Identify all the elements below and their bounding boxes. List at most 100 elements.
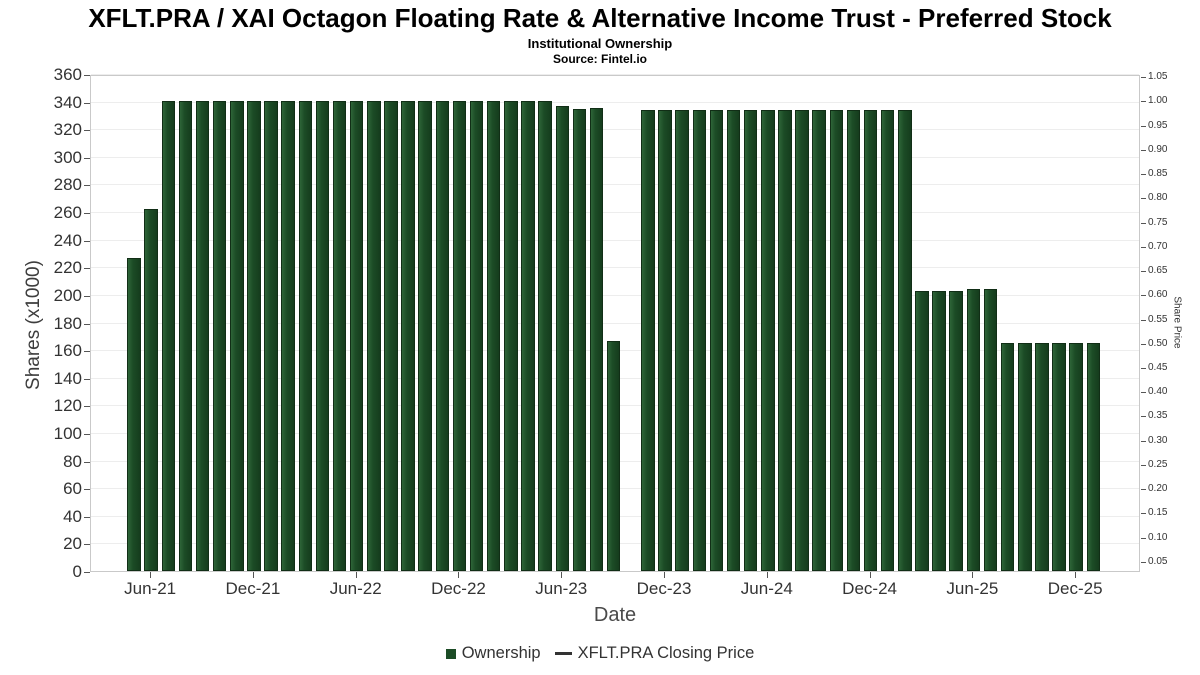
y-axis-tick-mark-left (84, 516, 90, 518)
gridline (91, 267, 1139, 269)
ownership-bar (658, 110, 672, 571)
x-axis-tick-mark (150, 572, 152, 578)
plot-area (90, 74, 1140, 572)
ownership-bar (880, 110, 895, 571)
y-axis-tick-label-right: 0.80 (1148, 192, 1168, 204)
ownership-bar (709, 110, 724, 571)
y-axis-tick-label-right: 0.95 (1148, 119, 1168, 131)
legend-item: XFLT.PRA Closing Price (554, 644, 754, 663)
y-axis-tick-label-right: 0.45 (1148, 361, 1168, 373)
gridline (91, 239, 1139, 241)
y-axis-tick-label-right: 0.70 (1148, 240, 1168, 252)
ownership-bar (281, 100, 295, 571)
y-axis-tick-mark-right (1141, 125, 1146, 127)
y-axis-tick-mark-right (1141, 343, 1146, 345)
y-axis-tick-label-right: 0.25 (1148, 458, 1168, 470)
ownership-bar (452, 100, 467, 571)
y-axis-tick-label-left: 280 (53, 175, 82, 195)
y-axis-tick-mark-right (1141, 101, 1146, 103)
x-axis-tick-label: Jun-23 (535, 579, 588, 598)
chart-legend: Ownership XFLT.PRA Closing Price (0, 644, 1200, 663)
ownership-bar (743, 110, 758, 571)
y-axis-tick-label-left: 0 (72, 562, 82, 581)
legend-line-icon (554, 652, 572, 655)
ownership-bar (469, 100, 484, 571)
ownership-bar (349, 100, 364, 571)
gridline (91, 101, 1139, 103)
y-axis-tick-label-right: 0.20 (1148, 483, 1168, 495)
y-axis-tick-label-right: 0.30 (1148, 434, 1168, 446)
y-axis-tick-mark-right (1141, 367, 1146, 369)
ownership-bar (401, 100, 415, 571)
gridline (91, 74, 1139, 75)
ownership-bar (1000, 342, 1015, 571)
y-axis-tick-mark-right (1141, 319, 1146, 321)
y-axis-tick-mark-right (1141, 561, 1146, 563)
ownership-bar (1086, 342, 1101, 571)
y-axis-tick-label-left: 140 (53, 368, 82, 388)
y-axis-tick-mark-right (1141, 489, 1146, 491)
y-axis-tick-label-left: 80 (63, 451, 82, 471)
ownership-bar (418, 100, 432, 571)
y-axis-tick-label-left: 20 (63, 534, 82, 554)
ownership-bar (1052, 342, 1066, 571)
y-axis-tick-mark-right (1141, 271, 1146, 273)
y-axis-tick-label-right: 0.40 (1148, 386, 1168, 398)
y-axis-tick-mark-left (84, 461, 90, 463)
y-axis-tick-mark-left (84, 572, 90, 573)
ownership-bar (298, 100, 313, 571)
y-axis-tick-mark-left (84, 268, 90, 270)
y-axis-tick-label-left: 260 (53, 203, 82, 223)
y-axis-tick-label-left: 40 (63, 506, 82, 526)
x-axis-label: Date (593, 604, 637, 626)
ownership-bar (846, 110, 861, 571)
y-axis-tick-label-right: 0.85 (1148, 168, 1168, 180)
ownership-bar (161, 100, 175, 571)
y-axis-tick-label-left: 360 (53, 65, 82, 84)
gridline (91, 294, 1139, 296)
y-axis-tick-mark-left (84, 157, 90, 159)
y-axis-tick-mark-left (84, 213, 90, 215)
ownership-bar (315, 100, 330, 571)
y-axis-tick-label-left: 220 (53, 258, 82, 278)
ownership-bar (538, 100, 552, 571)
y-axis-tick-mark-right (1141, 392, 1146, 394)
y-axis-tick-mark-right (1141, 416, 1146, 418)
y-axis-tick-mark-left (84, 130, 90, 132)
x-axis-tick-mark (766, 572, 768, 578)
ownership-bar (966, 289, 981, 571)
legend-square-icon (445, 648, 456, 659)
ownership-bar (795, 110, 809, 571)
x-axis-tick-mark (1075, 572, 1077, 578)
y-axis-tick-mark-right (1141, 174, 1146, 176)
ownership-bar (144, 209, 158, 571)
x-axis-tick-label: Dec-22 (431, 579, 486, 598)
ownership-bar (898, 110, 912, 571)
y-axis-tick-mark-right (1141, 440, 1146, 442)
ownership-bar (230, 100, 244, 571)
ownership-bar (504, 100, 518, 571)
ownership-bar (606, 341, 621, 571)
y-axis-tick-mark-left (84, 489, 90, 491)
ownership-bar (983, 289, 998, 571)
ownership-bar (264, 100, 278, 571)
ownership-bar (127, 257, 141, 571)
x-axis-tick-label: Jun-25 (946, 579, 999, 598)
y-axis-tick-label-right: 0.55 (1148, 313, 1168, 325)
ownership-bar (332, 100, 347, 571)
x-axis-tick-label: Jun-22 (329, 579, 382, 598)
ownership-bar (435, 100, 450, 571)
y-axis-tick-mark-right (1141, 464, 1146, 466)
y-axis-tick-label-right: 0.35 (1148, 410, 1168, 422)
ownership-bar (572, 109, 587, 571)
y-axis-tick-label-right: 0.60 (1148, 289, 1168, 301)
y-axis-tick-mark-left (84, 406, 90, 408)
y-axis-tick-label-right: 1.00 (1148, 95, 1168, 107)
y-axis-tick-label-left: 100 (53, 423, 82, 443)
y-axis-tick-label-right: 0.65 (1148, 265, 1168, 277)
ownership-bar (1018, 342, 1032, 571)
x-axis-tick-mark (252, 572, 254, 578)
y-axis-tick-label-right: 0.75 (1148, 216, 1168, 228)
y-axis-tick-label-left: 180 (53, 313, 82, 333)
chart-source: Source: Fintel.io (552, 52, 647, 66)
